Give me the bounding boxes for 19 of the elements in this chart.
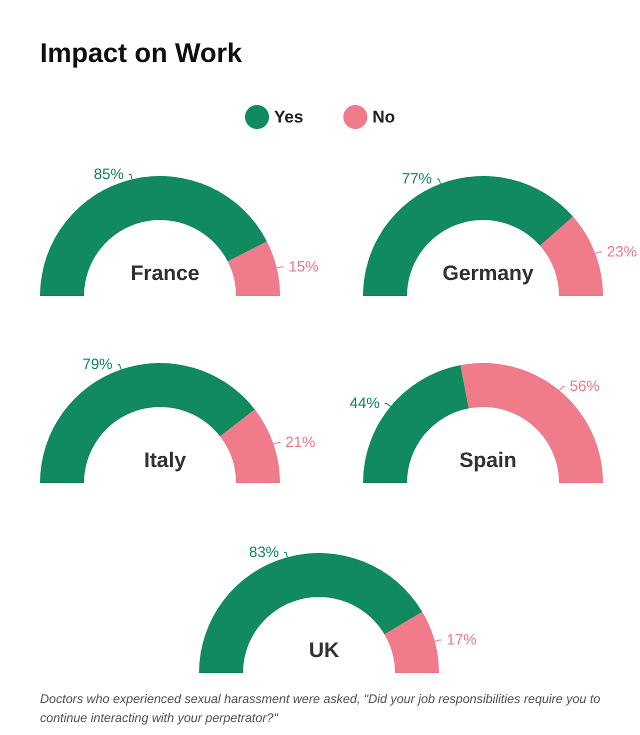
legend-label: No — [372, 108, 395, 126]
data-label: 85% — [94, 166, 124, 183]
text: Doctors who experienced sexual harassment were asked, "Did your job responsibilities require you to continue interacting with your perpetrator?" — [40, 691, 602, 727]
data-label: 77% — [402, 170, 432, 188]
data-label: 15% — [288, 258, 319, 276]
data-label: 44% — [350, 394, 380, 412]
data-label: 56% — [570, 378, 600, 396]
text: UK — [308, 639, 340, 662]
data-label: 17% — [446, 632, 477, 649]
text: Impact on Work — [40, 38, 242, 69]
data-label: 21% — [285, 434, 316, 452]
text: Germany — [442, 262, 534, 285]
data-label: 79% — [82, 356, 113, 374]
data-label: 23% — [606, 243, 637, 260]
legend-label: Yes — [274, 108, 304, 126]
text: Italy — [144, 449, 186, 472]
data-label: 83% — [248, 544, 280, 561]
text: Spain — [459, 449, 517, 472]
text: France — [130, 262, 200, 285]
